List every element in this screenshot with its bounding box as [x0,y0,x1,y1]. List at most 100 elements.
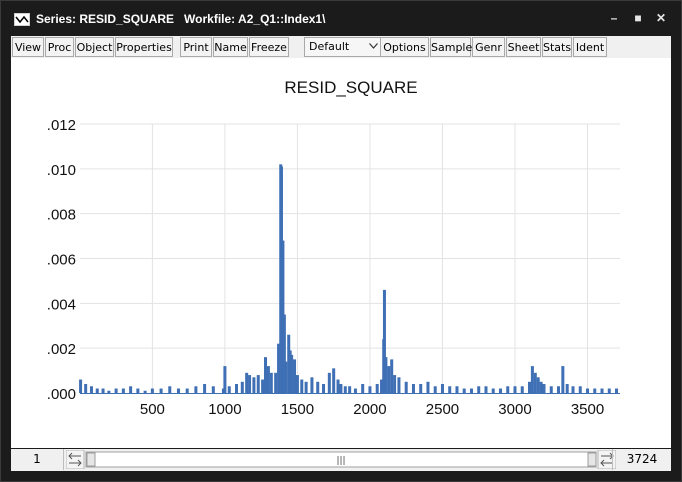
bar [533,372,537,393]
bar [252,377,256,393]
genr-button[interactable]: Genr [472,37,505,57]
bar [129,386,133,393]
chevron-down-icon [369,43,378,49]
series-icon [14,13,30,26]
scroll-left-arrows-icon[interactable] [66,450,85,469]
bar [194,386,198,393]
proc-button[interactable]: Proc [45,37,74,57]
y-tick-label: .012 [47,117,76,134]
options-button[interactable]: Options [380,37,429,57]
sheet-button[interactable]: Sheet [506,37,541,57]
bar [304,381,308,393]
y-tick-label: .008 [47,207,76,224]
chart-title: RESID_SQUARE [284,78,417,97]
bar [176,388,180,393]
bar [593,388,597,393]
scroll-thumb-left[interactable] [86,452,96,467]
view-button[interactable]: View [12,37,44,57]
x-tick-label: 3000 [498,401,531,418]
name-button[interactable]: Name [213,37,248,57]
bar [248,375,252,393]
bar [282,314,286,393]
bar [343,386,347,393]
window-title: Series: RESID_SQUARE Workfile: A2_Q1::In… [36,12,326,26]
bar [95,388,99,393]
y-tick-label: .004 [47,296,76,313]
bar [387,366,391,393]
bar [491,388,495,393]
resid-square-chart: RESID_SQUARE .000 .002 .004 .006 .008 .010 .01… [47,78,620,418]
bar [361,384,365,393]
bar [136,388,140,393]
bar [440,384,444,393]
last-observation: 3724 [612,449,671,470]
bar [353,388,357,393]
bar [557,386,560,393]
bar [506,386,510,393]
bar [316,381,320,393]
scroll-right-arrows-icon[interactable] [597,450,616,469]
ident-button[interactable]: Ident [573,37,607,57]
bar [368,386,372,393]
bar [290,354,294,393]
bar [295,375,299,393]
bar [397,377,401,393]
y-tick-label: .002 [47,341,76,358]
bar [79,379,83,393]
observation-scrollbar[interactable]: ||| [66,450,616,469]
bar [185,388,189,393]
bar [327,372,331,393]
scroll-thumb-right[interactable] [587,452,597,467]
bar [448,386,452,393]
bar [261,379,265,393]
scroll-grip: ||| [336,456,345,466]
bar [484,386,488,393]
bar [143,390,147,393]
maximize-icon[interactable]: ■ [634,11,642,25]
bar [578,386,582,393]
y-tick-label: .006 [47,252,76,269]
close-icon[interactable]: ✕ [655,11,667,25]
x-tick-label: 2000 [353,401,386,418]
bar [84,384,88,393]
bar [498,388,502,393]
bar [539,381,543,393]
status-bar: 1 ||| 3724 [11,449,671,471]
bar [520,386,524,393]
bar [293,359,297,394]
bar [159,388,163,393]
bar [150,388,154,393]
bars-group [79,164,619,394]
print-button[interactable]: Print [180,37,212,57]
view-mode-value: Default [309,40,350,53]
object-button[interactable]: Object [75,37,114,57]
bar [600,388,604,393]
freeze-button[interactable]: Freeze [249,37,289,57]
bar [114,388,118,393]
bar [382,289,386,393]
bar [384,357,388,393]
title-bar[interactable]: Series: RESID_SQUARE Workfile: A2_Q1::In… [1,1,681,34]
bar [419,384,423,393]
sample-button[interactable]: Sample [430,37,472,57]
bar [536,377,540,393]
bar [310,377,314,393]
bar [571,386,575,393]
x-tick-label: 500 [140,401,165,418]
properties-button[interactable]: Properties [115,37,173,57]
toolbar: View Proc Object Properties Print Name F… [11,36,671,58]
bar [245,372,249,393]
y-axis-ticks: .000 .002 .004 .006 .008 .010 .012 [47,117,76,403]
bar [527,381,531,393]
x-tick-label: 1500 [281,401,314,418]
bar [390,359,394,394]
bar [256,375,260,393]
bar [269,372,273,393]
bar [375,384,379,393]
bar [203,384,207,393]
minimize-icon[interactable]: – [610,11,618,25]
view-mode-select[interactable]: Default [304,37,384,57]
stats-button[interactable]: Stats [542,37,572,57]
bar [101,388,105,393]
